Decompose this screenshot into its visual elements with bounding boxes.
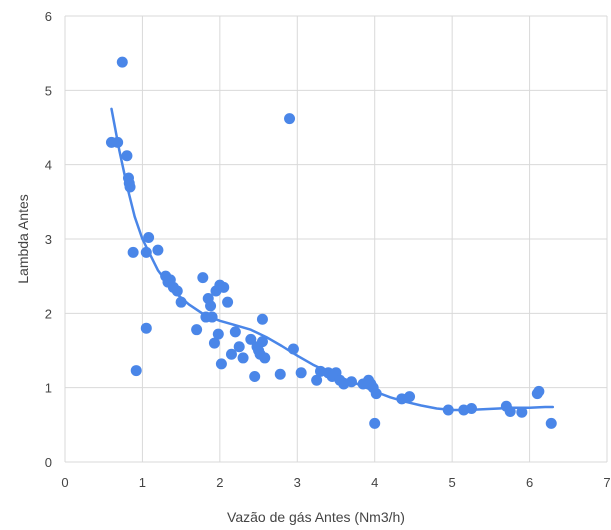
x-tick-label: 6 <box>526 475 533 490</box>
data-point <box>127 246 139 258</box>
x-tick-label: 5 <box>449 475 456 490</box>
y-tick-label: 4 <box>45 158 52 173</box>
data-points <box>105 56 557 429</box>
trendline-group <box>110 107 555 412</box>
data-point <box>206 311 218 323</box>
data-point <box>143 232 155 244</box>
data-point <box>245 333 257 345</box>
data-point <box>171 285 183 297</box>
data-point <box>370 388 382 400</box>
y-axis-ticks: 0 1 2 3 4 5 6 <box>45 9 52 470</box>
x-tick-label: 3 <box>294 475 301 490</box>
y-tick-label: 6 <box>45 9 52 24</box>
data-point <box>208 337 220 349</box>
data-point <box>504 405 516 417</box>
data-point <box>259 352 271 364</box>
y-tick-label: 0 <box>45 455 52 470</box>
x-tick-label: 7 <box>603 475 610 490</box>
y-tick-label: 5 <box>45 83 52 98</box>
x-axis-ticks: 0 1 2 3 4 5 6 7 <box>61 475 610 490</box>
data-point <box>212 328 224 340</box>
data-point <box>215 358 227 370</box>
data-point <box>284 113 296 125</box>
data-point <box>256 336 268 348</box>
y-tick-label: 3 <box>45 232 52 247</box>
data-point <box>369 417 381 429</box>
data-point <box>116 56 128 68</box>
data-point <box>533 385 545 397</box>
data-point <box>218 281 230 293</box>
y-axis-title: Lambda Antes <box>15 194 31 284</box>
data-point <box>345 376 357 388</box>
data-point <box>249 371 261 383</box>
data-point <box>442 404 454 416</box>
data-point <box>295 367 307 379</box>
data-point <box>274 368 286 380</box>
data-point <box>191 324 203 336</box>
data-point <box>205 300 217 312</box>
data-point <box>311 374 323 386</box>
data-point <box>516 406 528 418</box>
data-point <box>124 181 136 193</box>
data-point <box>112 136 124 148</box>
data-point <box>256 313 268 325</box>
data-point <box>233 341 245 353</box>
x-tick-label: 4 <box>371 475 378 490</box>
data-point <box>404 391 416 403</box>
data-point <box>175 296 187 308</box>
x-axis-title: Vazão de gás Antes (Nm3/h) <box>227 509 405 525</box>
data-point <box>287 343 299 355</box>
data-point <box>222 296 234 308</box>
data-point <box>229 326 241 338</box>
trendline <box>110 107 555 412</box>
y-tick-label: 2 <box>45 306 52 321</box>
x-tick-label: 1 <box>139 475 146 490</box>
data-point <box>152 244 164 256</box>
data-point <box>466 402 477 414</box>
data-point <box>545 417 557 429</box>
data-point <box>130 365 142 377</box>
gridlines <box>64 15 608 463</box>
data-point <box>197 272 209 284</box>
data-point <box>140 246 152 258</box>
x-tick-label: 0 <box>61 475 68 490</box>
x-tick-label: 2 <box>216 475 223 490</box>
data-point <box>121 150 133 162</box>
data-point <box>237 352 249 364</box>
y-tick-label: 1 <box>45 381 52 396</box>
data-point <box>225 348 237 360</box>
data-point <box>140 322 152 334</box>
